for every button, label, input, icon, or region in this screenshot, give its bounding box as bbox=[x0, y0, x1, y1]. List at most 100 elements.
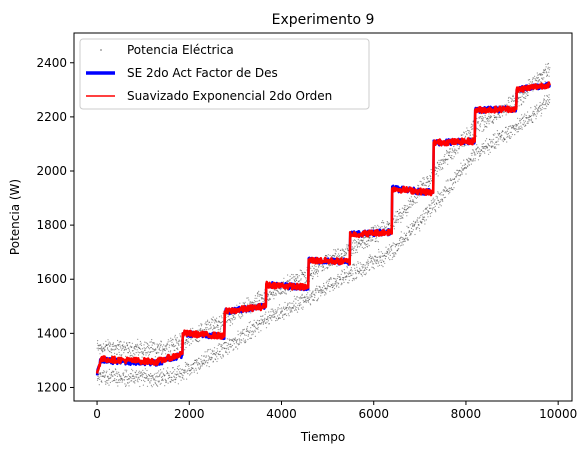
scatter-point bbox=[471, 126, 473, 128]
scatter-point bbox=[423, 213, 425, 215]
scatter-point bbox=[436, 173, 438, 175]
scatter-point bbox=[341, 271, 343, 273]
scatter-point bbox=[262, 321, 264, 323]
scatter-point bbox=[328, 285, 330, 288]
scatter-point bbox=[148, 378, 150, 380]
scatter-point bbox=[519, 120, 521, 122]
scatter-point bbox=[331, 284, 333, 287]
scatter-point bbox=[303, 276, 305, 278]
scatter-point bbox=[399, 239, 401, 241]
scatter-point bbox=[139, 378, 141, 380]
scatter-point bbox=[311, 270, 313, 272]
scatter-point bbox=[430, 200, 432, 202]
scatter-point bbox=[293, 305, 295, 307]
scatter-point bbox=[394, 252, 396, 254]
scatter-point bbox=[475, 154, 477, 156]
scatter-point bbox=[167, 378, 169, 380]
scatter-point bbox=[474, 158, 476, 160]
scatter-point bbox=[539, 81, 541, 83]
scatter-point bbox=[102, 343, 105, 345]
scatter-point bbox=[254, 325, 256, 327]
scatter-point bbox=[284, 308, 286, 310]
scatter-point bbox=[271, 293, 273, 296]
scatter-point bbox=[236, 304, 238, 306]
scatter-point bbox=[267, 294, 269, 296]
scatter-point bbox=[429, 182, 431, 185]
scatter-point bbox=[357, 245, 359, 248]
scatter-point bbox=[397, 249, 399, 251]
scatter-point bbox=[365, 266, 367, 268]
scatter-point bbox=[344, 253, 346, 255]
scatter-point bbox=[182, 369, 185, 371]
scatter-point bbox=[280, 307, 283, 309]
scatter-point bbox=[229, 339, 231, 342]
scatter-point bbox=[137, 345, 139, 347]
scatter-point bbox=[496, 144, 498, 146]
scatter-point bbox=[232, 339, 234, 341]
scatter-point bbox=[397, 219, 399, 221]
scatter-point bbox=[453, 187, 455, 189]
scatter-point bbox=[211, 357, 213, 359]
scatter-point bbox=[402, 244, 404, 246]
scatter-point bbox=[238, 314, 240, 316]
scatter-point bbox=[511, 133, 513, 136]
scatter-point bbox=[200, 365, 202, 367]
scatter-point bbox=[315, 265, 317, 268]
scatter-point bbox=[473, 154, 476, 156]
scatter-point bbox=[432, 201, 435, 203]
scatter-point bbox=[156, 352, 158, 354]
scatter-point bbox=[451, 158, 453, 160]
scatter-point bbox=[215, 358, 217, 361]
scatter-point bbox=[275, 294, 277, 296]
scatter-point bbox=[403, 238, 405, 240]
scatter-point bbox=[162, 378, 164, 380]
scatter-point bbox=[461, 145, 463, 147]
scatter-point bbox=[157, 380, 159, 382]
scatter-point bbox=[126, 342, 128, 344]
scatter-point bbox=[492, 142, 494, 144]
scatter-point bbox=[130, 373, 132, 375]
scatter-point bbox=[328, 265, 330, 267]
scatter-point bbox=[465, 131, 467, 133]
scatter-point bbox=[171, 376, 173, 379]
scatter-point bbox=[483, 147, 485, 149]
scatter-point bbox=[425, 219, 427, 221]
scatter-point bbox=[504, 138, 506, 140]
scatter-point bbox=[239, 302, 241, 304]
scatter-point bbox=[388, 248, 390, 250]
scatter-point bbox=[191, 363, 193, 366]
scatter-point bbox=[176, 347, 178, 350]
scatter-point bbox=[504, 132, 506, 134]
scatter-point bbox=[226, 338, 228, 340]
scatter-point bbox=[527, 79, 530, 81]
scatter-point bbox=[124, 348, 126, 351]
scatter-point bbox=[136, 380, 138, 382]
scatter-point bbox=[256, 300, 258, 302]
scatter-point bbox=[269, 290, 271, 292]
scatter-point bbox=[439, 161, 441, 163]
scatter-point bbox=[107, 347, 109, 349]
scatter-point bbox=[347, 273, 350, 275]
scatter-point bbox=[369, 236, 371, 238]
scatter-point bbox=[215, 320, 217, 322]
scatter-point bbox=[393, 221, 396, 223]
scatter-point bbox=[316, 268, 318, 270]
scatter-point bbox=[435, 195, 437, 197]
scatter-point bbox=[490, 115, 492, 117]
scatter-point bbox=[465, 167, 467, 169]
scatter-point bbox=[465, 144, 467, 146]
scatter-point bbox=[394, 246, 396, 248]
scatter-point bbox=[397, 210, 399, 213]
scatter-point bbox=[297, 304, 299, 306]
scatter-point bbox=[104, 349, 106, 351]
scatter-point bbox=[511, 126, 513, 128]
scatter-point bbox=[229, 324, 231, 327]
scatter-point bbox=[353, 249, 355, 252]
scatter-point bbox=[201, 323, 203, 325]
scatter-point bbox=[109, 381, 111, 384]
scatter-point bbox=[275, 311, 277, 313]
scatter-point bbox=[514, 129, 517, 131]
scatter-point bbox=[108, 384, 110, 386]
scatter-point bbox=[494, 143, 496, 145]
scatter-point bbox=[536, 113, 538, 115]
